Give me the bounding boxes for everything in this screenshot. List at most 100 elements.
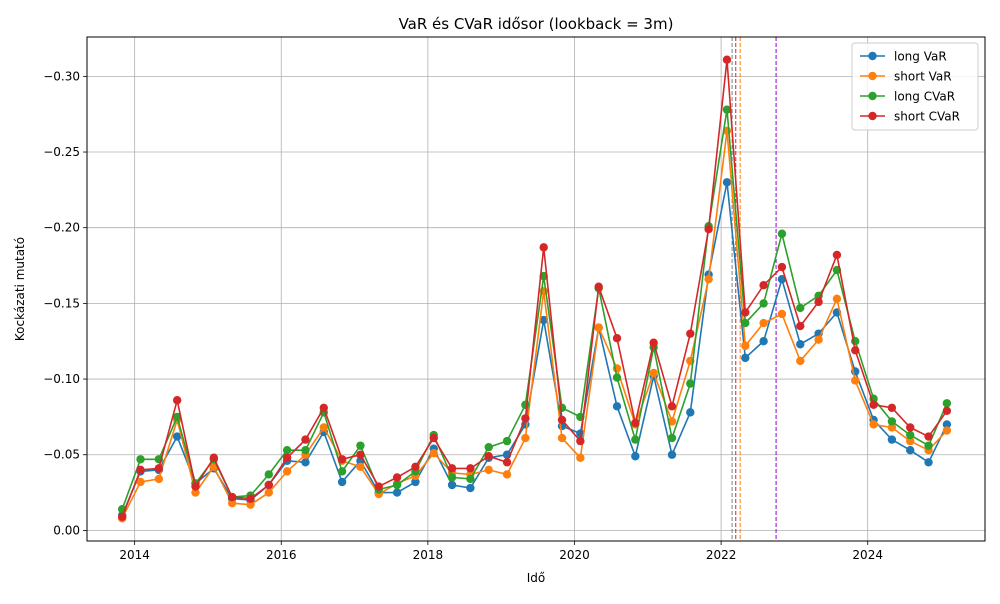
y-tick-label: −0.15 xyxy=(43,296,80,310)
data-point xyxy=(356,451,364,459)
data-point xyxy=(136,466,144,474)
data-point xyxy=(851,346,859,354)
plot-frame xyxy=(87,37,985,541)
data-point xyxy=(356,441,364,449)
y-tick-label: −0.05 xyxy=(43,448,80,462)
data-point xyxy=(924,432,932,440)
data-point xyxy=(283,454,291,462)
data-point xyxy=(320,404,328,412)
x-axis-ticks: 2014 2016 2018 2020 2022 2024 xyxy=(119,541,883,562)
series-line xyxy=(122,110,947,510)
y-tick-label: −0.20 xyxy=(43,221,80,235)
data-point xyxy=(338,455,346,463)
data-point xyxy=(411,463,419,471)
data-point xyxy=(631,452,639,460)
x-tick-label: 2022 xyxy=(706,548,737,562)
data-point xyxy=(943,407,951,415)
data-point xyxy=(558,404,566,412)
data-point xyxy=(265,481,273,489)
data-point xyxy=(466,475,474,483)
series-short-cvar xyxy=(118,56,951,521)
series-line xyxy=(122,131,947,519)
data-point xyxy=(778,310,786,318)
data-point xyxy=(833,251,841,259)
data-point xyxy=(173,396,181,404)
data-point xyxy=(649,339,657,347)
data-point xyxy=(686,408,694,416)
data-point xyxy=(759,319,767,327)
y-tick-label: −0.10 xyxy=(43,372,80,386)
x-axis-label: Idő xyxy=(527,571,546,585)
data-point xyxy=(521,434,529,442)
data-point xyxy=(283,446,291,454)
data-point xyxy=(686,379,694,387)
data-point xyxy=(778,263,786,271)
data-point xyxy=(576,437,584,445)
data-point xyxy=(741,319,749,327)
data-point xyxy=(796,322,804,330)
data-point xyxy=(631,435,639,443)
legend-swatch-marker xyxy=(868,92,876,100)
data-point xyxy=(466,484,474,492)
data-point xyxy=(430,434,438,442)
chart-title: VaR és CVaR idősor (lookback = 3m) xyxy=(399,15,674,33)
data-point xyxy=(906,431,914,439)
data-point xyxy=(704,225,712,233)
data-point xyxy=(375,482,383,490)
legend-swatch-marker xyxy=(868,72,876,80)
data-point xyxy=(613,373,621,381)
data-point xyxy=(814,336,822,344)
legend: long VaRshort VaRlong CVaRshort CVaR xyxy=(852,43,978,130)
data-point xyxy=(796,304,804,312)
y-tick-label: −0.30 xyxy=(43,69,80,83)
data-point xyxy=(906,446,914,454)
data-point xyxy=(485,443,493,451)
data-point xyxy=(594,283,602,291)
data-point xyxy=(851,376,859,384)
data-point xyxy=(430,449,438,457)
data-point xyxy=(191,482,199,490)
data-point xyxy=(558,434,566,442)
data-point xyxy=(888,417,896,425)
legend-swatch-marker xyxy=(868,112,876,120)
data-point xyxy=(759,281,767,289)
series-long-cvar xyxy=(118,105,951,513)
grid xyxy=(87,37,985,541)
data-point xyxy=(338,478,346,486)
data-point xyxy=(833,295,841,303)
data-point xyxy=(741,308,749,316)
legend-swatch-marker xyxy=(868,52,876,60)
data-point xyxy=(320,423,328,431)
data-point xyxy=(521,401,529,409)
data-point xyxy=(503,470,511,478)
data-point xyxy=(704,275,712,283)
data-point xyxy=(869,420,877,428)
data-point xyxy=(631,419,639,427)
data-point xyxy=(576,454,584,462)
data-point xyxy=(613,402,621,410)
data-point xyxy=(466,464,474,472)
data-point xyxy=(503,458,511,466)
data-point xyxy=(338,467,346,475)
data-point xyxy=(924,458,932,466)
series-layer xyxy=(118,56,951,523)
legend-label: short CVaR xyxy=(894,110,960,124)
data-point xyxy=(759,337,767,345)
data-point xyxy=(393,481,401,489)
x-tick-label: 2020 xyxy=(559,548,590,562)
data-point xyxy=(155,475,163,483)
data-point xyxy=(943,426,951,434)
y-tick-label: 0.00 xyxy=(53,523,80,537)
y-axis-ticks: 0.00 −0.05 −0.10 −0.15 −0.20 −0.25 −0.30 xyxy=(43,69,87,537)
data-point xyxy=(136,455,144,463)
data-point xyxy=(228,493,236,501)
data-point xyxy=(485,466,493,474)
legend-label: long VaR xyxy=(894,50,947,64)
data-point xyxy=(210,454,218,462)
data-point xyxy=(668,402,676,410)
data-point xyxy=(943,399,951,407)
data-point xyxy=(503,437,511,445)
y-tick-label: −0.25 xyxy=(43,145,80,159)
